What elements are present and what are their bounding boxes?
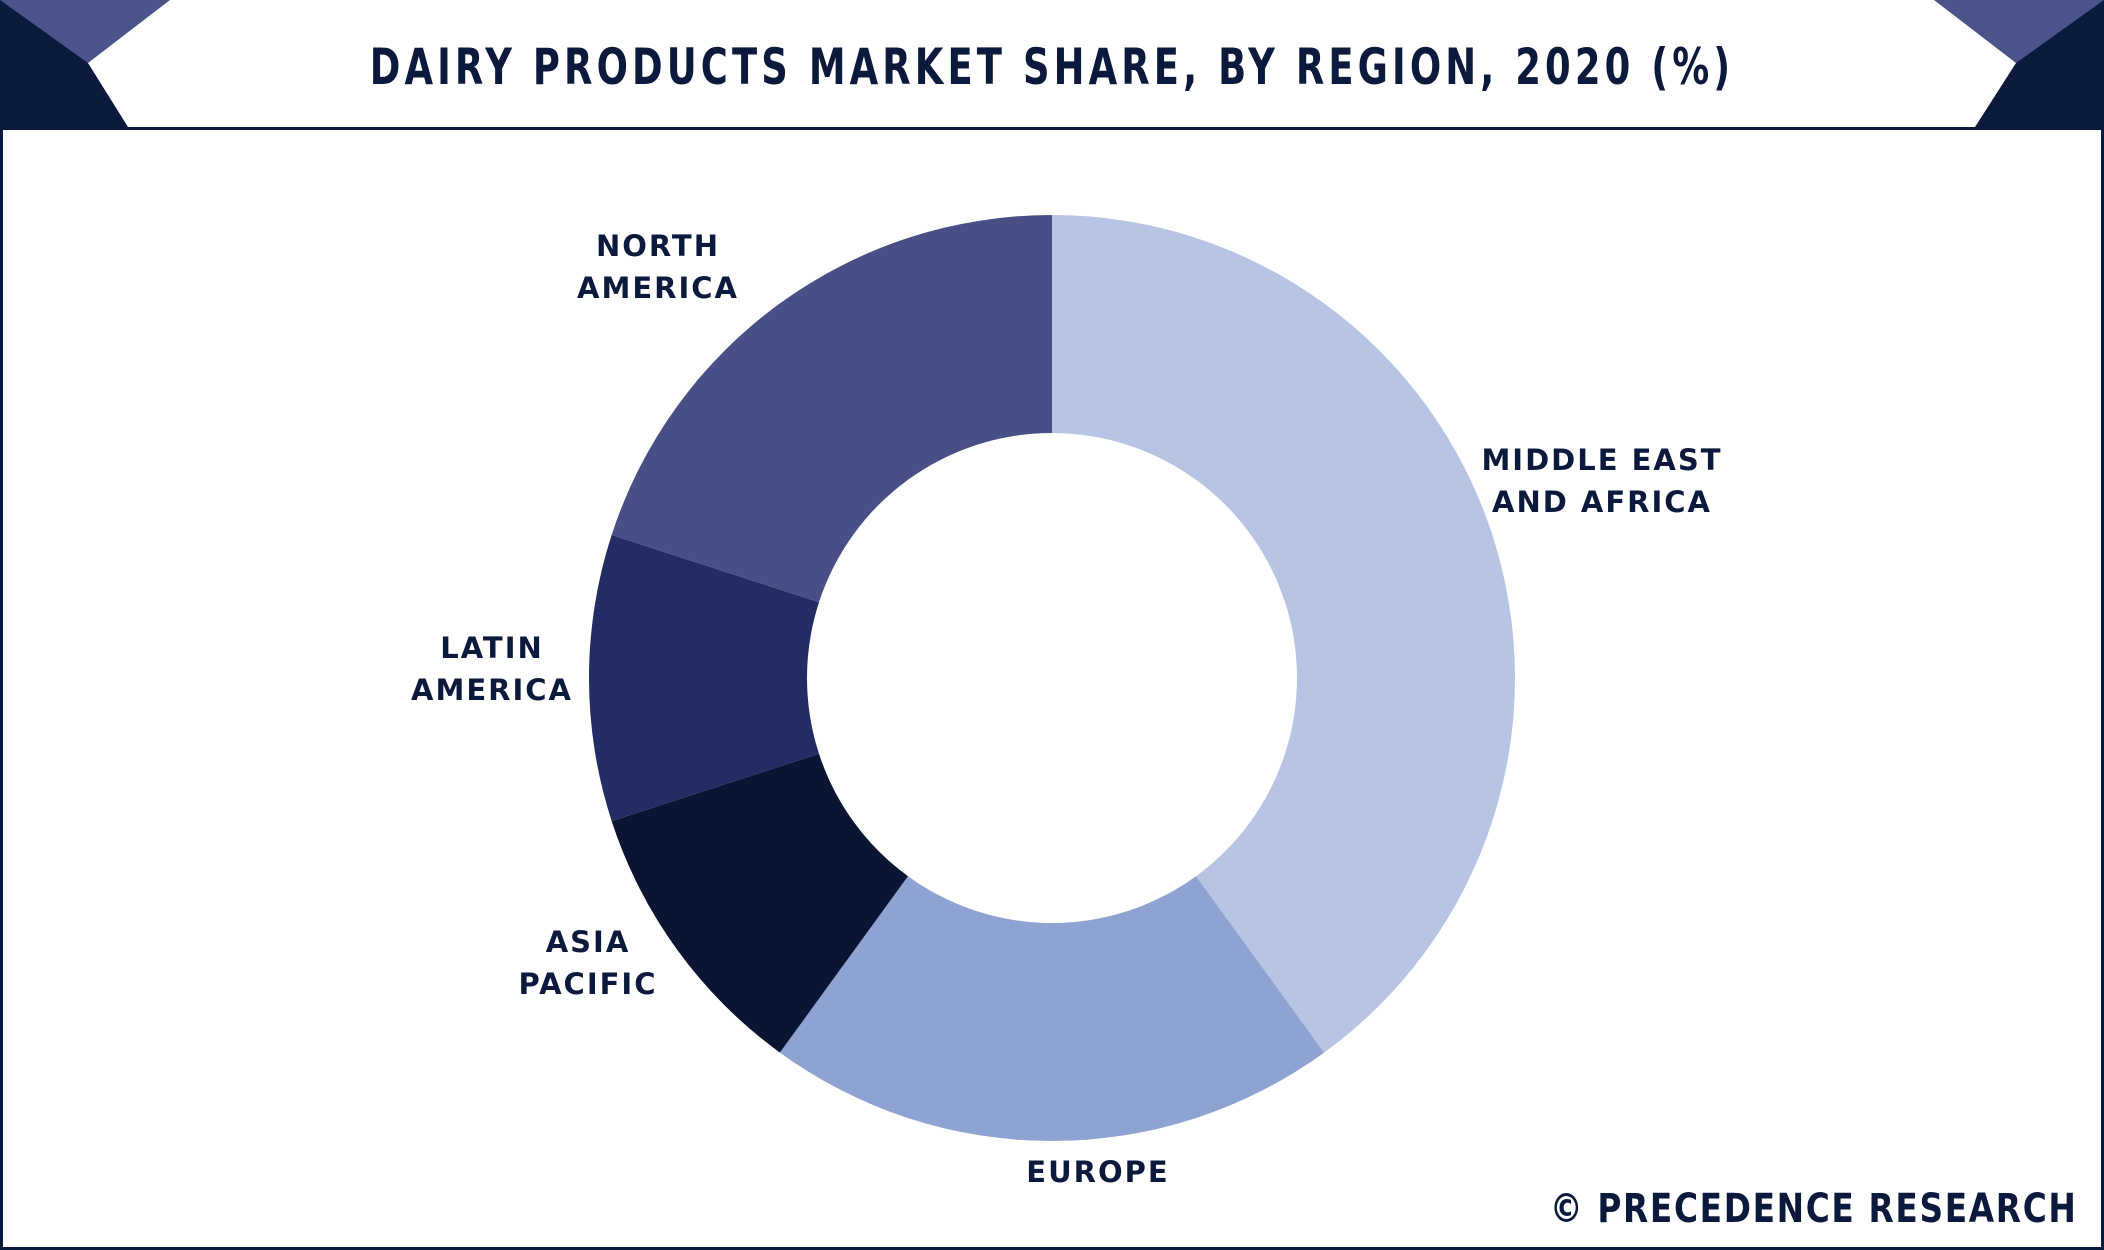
chart-title: DAIRY PRODUCTS MARKET SHARE, BY REGION, … <box>369 38 1735 96</box>
donut-slice-north-america <box>611 215 1052 603</box>
slice-label-latin-america: LATIN AMERICA <box>411 631 573 707</box>
slice-label-middle-east-and-africa: MIDDLE EAST AND AFRICA <box>1481 443 1722 519</box>
slice-label-line: LATIN <box>440 631 544 665</box>
header-right-accent <box>2016 0 2104 63</box>
slice-label-line: PACIFIC <box>519 967 658 1001</box>
slice-label-line: NORTH <box>596 229 720 263</box>
header-band <box>0 0 2104 130</box>
donut-slice-middle-east-and-africa <box>1052 215 1515 1053</box>
donut-slice-asia-pacific <box>611 753 908 1053</box>
header-right-stripe <box>1934 0 2016 63</box>
donut-slice-europe <box>779 876 1325 1141</box>
header-title-panel <box>88 0 2016 127</box>
slice-label-asia-pacific: ASIA PACIFIC <box>519 925 658 1001</box>
slice-label-line: AMERICA <box>577 271 739 305</box>
slice-label-line: EUROPE <box>1026 1155 1169 1189</box>
slice-label-line: ASIA <box>546 925 631 959</box>
slice-label-line: AND AFRICA <box>1492 485 1712 519</box>
slice-label-line: AMERICA <box>411 673 573 707</box>
slice-label-europe: EUROPE <box>1026 1155 1169 1189</box>
donut-slice-latin-america <box>588 534 819 822</box>
header-left-stripe <box>88 0 170 63</box>
slice-label-north-america: NORTH AMERICA <box>577 229 739 305</box>
header-left-accent <box>0 0 88 63</box>
brand-footer: © PRECEDENCE RESEARCH <box>1550 1186 2078 1232</box>
slice-label-line: MIDDLE EAST <box>1481 443 1722 477</box>
